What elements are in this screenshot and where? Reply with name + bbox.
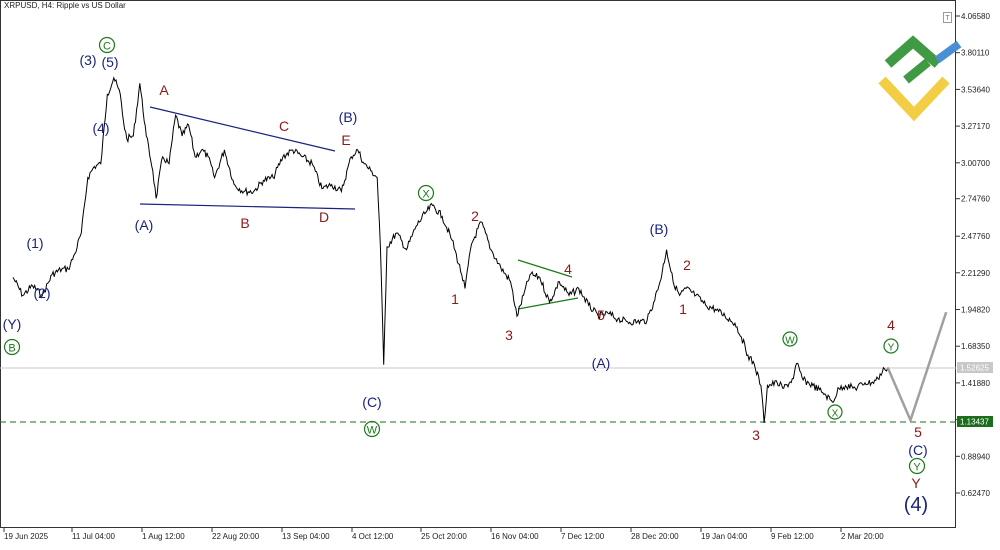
plot-border [0,0,956,528]
wave-label-circle [3,338,21,356]
time-tick-label: 25 Oct 20:00 [421,532,467,541]
wave-label: E [341,132,350,148]
wave-label: B [240,215,249,231]
wave-label: X [832,408,839,419]
wave-label: 1 [679,301,687,317]
wave-label: 2 [683,257,691,273]
price-tick-label: 0.88940 [961,452,990,461]
time-tick-label: 2 Mar 20:00 [841,532,884,541]
wave-label: Y [911,475,921,491]
wave-label: D [319,209,329,225]
wave-label-circle [908,457,926,475]
wave-label: 5 [914,424,922,440]
wave-label: (C) [908,442,927,458]
wave-label: (C) [362,394,381,410]
wave-label: (A) [592,355,611,371]
price-tick-label: 3.80110 [961,49,990,58]
logo-green-bar [903,58,931,84]
wave-label: Y [888,342,895,353]
wave-label: 4 [564,261,572,277]
wave-label-circle [883,338,899,354]
wedge-upper-line [149,106,336,152]
wave-label: (B) [650,221,669,237]
wave-label: (B) [339,109,358,125]
projection-path [886,311,948,424]
time-tick-label: 22 Aug 20:00 [212,532,260,541]
price-tick-label: 0.62470 [961,489,990,498]
price-tick-label: 2.74760 [961,195,990,204]
wave-label: 2 [471,208,479,224]
wave-label: (3) [79,52,96,68]
support-price-value: 1.13437 [960,418,989,427]
price-tick-label: 3.00700 [961,159,990,168]
wave-label: (5) [101,54,118,70]
price-tick-label: 4.06580 [961,12,990,21]
wave-label-circle [363,420,381,438]
wave-label: Y [913,462,921,474]
wave-label: 5 [597,307,605,323]
time-tick-label: 19 Jun 2025 [4,532,49,541]
price-tick-label: 3.27170 [961,122,990,131]
logo-yellow-chevron [878,76,950,122]
wave-label-circle [417,184,435,202]
price-tick-label: 2.47760 [961,232,990,241]
logo-green-chevron [884,35,942,68]
time-tick-label: 7 Dec 12:00 [561,532,605,541]
wave-label: A [159,82,169,98]
wave-label: W [367,425,378,437]
wave-label: C [103,41,111,53]
wave-label: (4) [904,494,928,516]
time-tick-label: 9 Feb 12:00 [771,532,814,541]
wave-label: X [422,189,430,201]
time-tick-label: 19 Jan 04:00 [701,532,748,541]
support-price-tag [957,416,993,427]
triangle-upper-line [517,259,573,278]
time-tick-label: 16 Nov 04:00 [491,532,539,541]
time-tick-label: 28 Dec 20:00 [631,532,679,541]
wave-label: 4 [887,317,895,333]
price-tick-label: 1.41880 [961,379,990,388]
time-tick-label: 11 Jul 04:00 [72,532,116,541]
wave-label-circle [827,404,843,420]
chart-title: XRPUSD, H4: Ripple vs US Dollar [4,1,126,10]
time-tick-label: 13 Sep 04:00 [282,532,330,541]
wave-label: W [785,335,795,346]
wave-label: (1) [26,235,43,251]
wedge-lower-line [139,203,356,210]
current-price-value: 1.52625 [960,364,989,373]
price-tick-label: 1.68350 [961,342,990,351]
wave-label-circle [782,331,798,347]
price-tick-label: 3.53640 [961,85,990,94]
price-series-line [12,76,889,424]
wave-label: 3 [505,327,513,343]
wave-label: C [279,118,289,134]
brand-logo [878,35,962,122]
current-price-tag [957,362,993,373]
wave-label-circle [98,36,116,54]
wave-label: B [8,343,15,355]
wave-label: (Y) [3,316,22,332]
time-tick-label: 4 Oct 12:00 [352,532,394,541]
chart-shift-button[interactable]: T [943,12,952,23]
logo-blue-stroke [934,40,962,64]
wave-label: 3 [752,427,760,443]
price-tick-label: 2.21290 [961,269,990,278]
triangle-lower-line [517,297,579,310]
wave-label: 1 [451,291,459,307]
price-tick-label: 1.94820 [961,306,990,315]
wave-label: (A) [135,217,154,233]
time-tick-label: 1 Aug 12:00 [142,532,185,541]
wave-label: (4) [92,120,109,136]
wave-label: (2) [33,285,50,301]
